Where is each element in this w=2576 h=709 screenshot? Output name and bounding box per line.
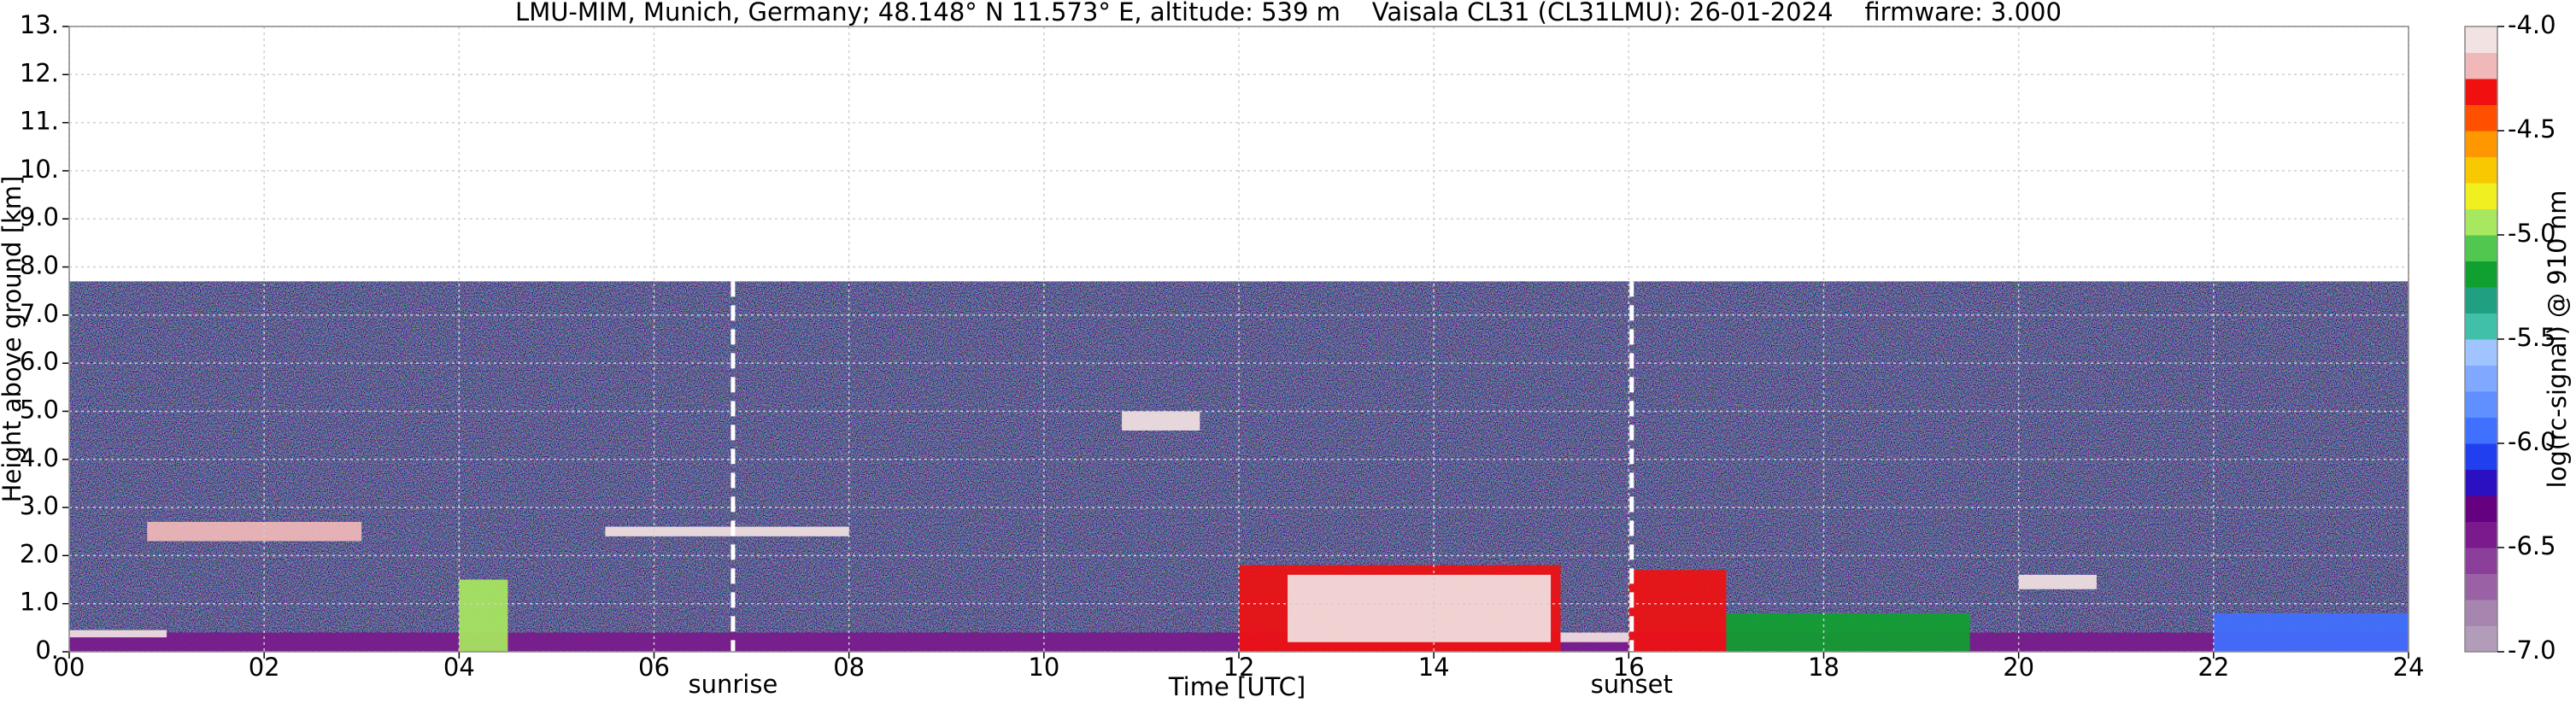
signal-region [1288,574,1552,642]
colorbar-tick-label: -4.5 [2508,114,2556,144]
colorbar-band [2465,469,2497,496]
y-tick-label: 0. [35,636,59,665]
y-tick-label: 3.0 [20,491,59,520]
colorbar-band [2465,235,2497,261]
x-tick-label: 04 [443,653,475,682]
signal-region [2213,612,2409,652]
x-tick-label: 22 [2198,653,2229,682]
x-tick-label: 20 [2003,653,2034,682]
y-tick-label: 9.0 [20,202,59,231]
signal-region [2018,574,2097,589]
colorbar-tick-label: -6.5 [2508,531,2556,560]
colorbar-band [2465,391,2497,418]
signal-region [1726,612,1970,652]
x-tick-label: 08 [833,653,865,682]
colorbar-band [2465,548,2497,574]
colorbar-band [2465,339,2497,366]
y-tick-label: 13. [20,10,59,39]
y-tick-label: 2.0 [20,539,59,568]
y-tick-label: 4.0 [20,443,59,472]
signal-region [69,630,167,638]
y-tick-label: 1.0 [20,588,59,617]
y-tick-label: 6.0 [20,347,59,376]
colorbar-tick-label: -4.0 [2508,10,2556,39]
marker-label: sunrise [689,670,778,699]
x-tick-label: 16 [1613,653,1645,682]
x-tick-label: 00 [54,653,85,682]
colorbar-tick-label: -5.0 [2508,219,2556,248]
x-tick-label: 06 [638,653,670,682]
colorbar-band [2465,417,2497,444]
colorbar-label: log(rc-signal) @ 910 nm [2543,190,2572,489]
y-tick-label: 5.0 [20,395,59,424]
y-tick-label: 7.0 [20,299,59,328]
signal-region [605,526,849,536]
signal-region [1628,570,1727,652]
marker-label: sunset [1591,670,1673,699]
colorbar-band [2465,131,2497,157]
colorbar-band [2465,26,2497,53]
chart-title: LMU-MIM, Munich, Germany; 48.148° N 11.5… [515,0,2062,26]
signal-region [459,579,508,652]
colorbar-tick-label: -7.0 [2508,636,2556,665]
x-tick-label: 18 [1808,653,1840,682]
colorbar-band [2465,261,2497,288]
colorbar-band [2465,495,2497,522]
signal-region [1560,632,1629,642]
colorbar-band [2465,104,2497,132]
x-tick-label: 14 [1418,653,1450,682]
x-axis-label: Time [UTC] [1168,672,1306,701]
colorbar-tick-label: -6.0 [2508,427,2556,456]
y-axis-label: Height above ground [km] [0,176,26,503]
colorbar-band [2465,625,2497,653]
colorbar-tick-label: -5.5 [2508,323,2556,352]
signal-region [147,521,362,542]
colorbar-band [2465,573,2497,601]
colorbar-band [2465,156,2497,184]
colorbar-band [2465,521,2497,548]
y-tick-label: 11. [20,107,59,136]
colorbar-band [2465,52,2497,79]
colorbar-band [2465,79,2497,105]
colorbar-band [2465,287,2497,313]
y-tick-label: 12. [20,58,59,87]
x-tick-label: 24 [2393,653,2425,682]
colorbar-band [2465,208,2497,236]
y-tick-label: 8.0 [20,251,59,280]
colorbar-band [2465,183,2497,209]
colorbar-band [2465,365,2497,392]
colorbar-band [2465,600,2497,626]
colorbar-band [2465,443,2497,470]
signal-region [1122,411,1200,431]
y-tick-label: 10. [20,155,59,184]
plot-frame [68,26,2409,653]
x-tick-label: 02 [249,653,280,682]
x-tick-label: 10 [1028,653,1059,682]
x-tick-label: 12 [1223,653,1255,682]
colorbar-band [2465,313,2497,340]
